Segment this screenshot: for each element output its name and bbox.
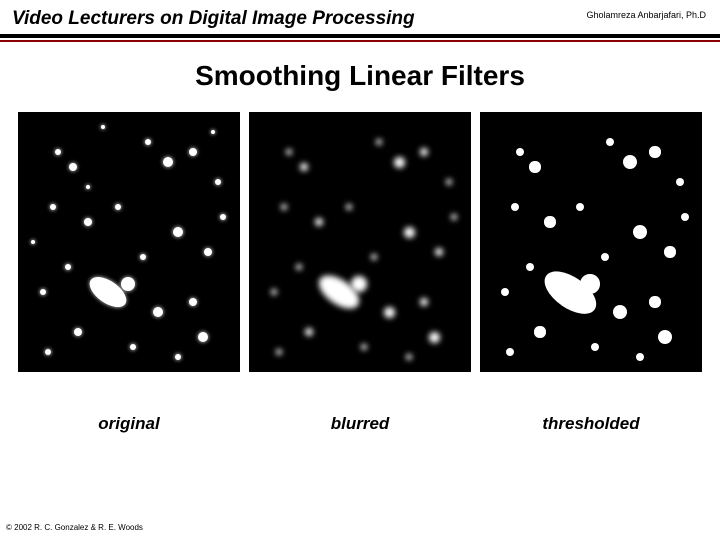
image-original <box>18 112 240 372</box>
byline: Gholamreza Anbarjafari, Ph.D <box>586 10 706 20</box>
copyright: © 2002 R. C. Gonzalez & R. E. Woods <box>6 523 143 532</box>
caption-original: original <box>98 414 159 434</box>
image-blurred <box>249 112 471 372</box>
rule-thin <box>0 40 720 42</box>
slide-title: Smoothing Linear Filters <box>0 60 720 92</box>
figure-original: original <box>18 112 240 434</box>
figure-blurred: blurred <box>249 112 471 434</box>
figure-thresholded: thresholded <box>480 112 702 434</box>
figure-row: original blurred thresholded <box>18 112 702 434</box>
rule-thick <box>0 34 720 38</box>
image-thresholded <box>480 112 702 372</box>
caption-blurred: blurred <box>331 414 390 434</box>
caption-thresholded: thresholded <box>542 414 639 434</box>
